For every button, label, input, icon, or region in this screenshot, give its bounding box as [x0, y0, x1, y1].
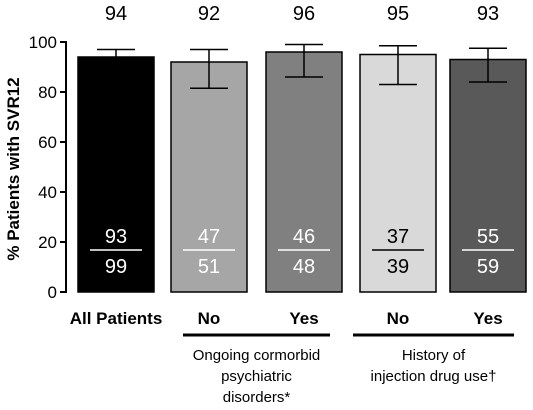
- y-tick-label: 20: [38, 233, 57, 252]
- y-tick-label: 100: [29, 33, 57, 52]
- y-tick-label: 80: [38, 83, 57, 102]
- group-label-line: disorders*: [223, 389, 291, 406]
- fraction-denominator: 39: [387, 256, 409, 278]
- y-tick-label: 60: [38, 133, 57, 152]
- y-tick-label: 0: [48, 283, 57, 302]
- group-label-line: injection drug use†: [371, 368, 497, 385]
- category-label: All Patients: [70, 309, 163, 328]
- value-label: 92: [198, 3, 220, 25]
- fraction-numerator: 93: [105, 226, 127, 248]
- y-axis-title: % Patients with SVR12: [4, 77, 23, 260]
- category-label: Yes: [473, 309, 502, 328]
- fraction-numerator: 55: [477, 226, 499, 248]
- bar: [265, 51, 343, 293]
- bar: [77, 56, 155, 293]
- fraction-denominator: 51: [198, 256, 220, 278]
- group-brackets-layer: Ongoing cormorbid psychiatric disorders* Hi…: [183, 333, 514, 406]
- category-label: No: [198, 309, 221, 328]
- fraction-denominator: 99: [105, 256, 127, 278]
- group-label-line: psychiatric: [221, 368, 292, 385]
- fraction-denominator: 59: [477, 256, 499, 278]
- y-tick-label: 40: [38, 183, 57, 202]
- fraction-denominator: 48: [293, 256, 315, 278]
- fraction-numerator: 37: [387, 226, 409, 248]
- bar: [170, 61, 248, 293]
- group-label-line: Ongoing cormorbid: [193, 347, 321, 364]
- value-label: 96: [293, 3, 315, 25]
- value-label: 95: [387, 3, 409, 25]
- bar: [359, 53, 437, 293]
- fraction-numerator: 46: [293, 226, 315, 248]
- labels-layer: 94 93 99 All Patients 92 47 51 No 96 46 48 Yes 95 37 3…: [70, 3, 514, 328]
- value-label: 94: [105, 3, 127, 25]
- y-axis: 0 20 40 60 80 100 % Patients with SVR12: [4, 33, 67, 302]
- category-label: Yes: [289, 309, 318, 328]
- value-label: 93: [477, 3, 499, 25]
- error-bars-layer: [97, 43, 507, 89]
- bars-layer: [77, 51, 527, 293]
- fraction-numerator: 47: [198, 226, 220, 248]
- group-label-line: History of: [402, 347, 466, 364]
- bar: [449, 58, 527, 293]
- category-label: No: [387, 309, 410, 328]
